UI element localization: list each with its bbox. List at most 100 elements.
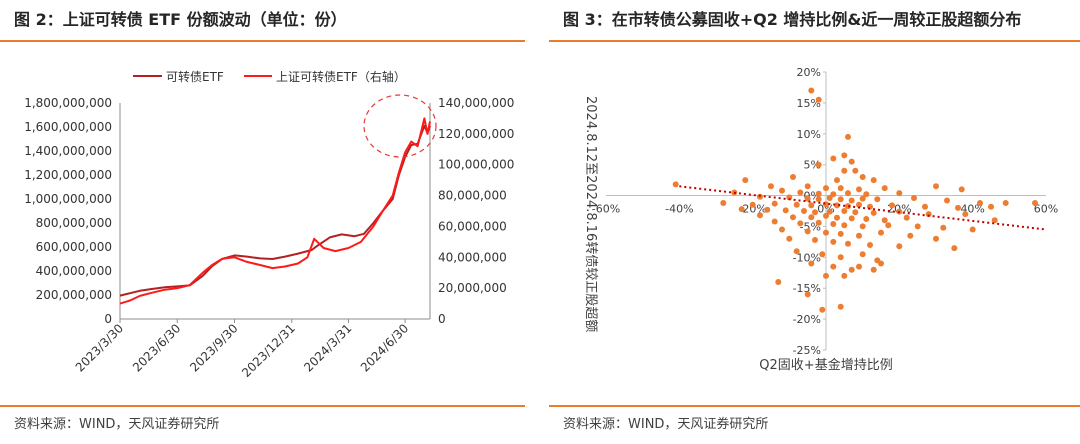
scatter-point (933, 235, 939, 242)
scatter-point (720, 200, 727, 206)
scatter-point (786, 194, 793, 201)
scatter-point (856, 232, 862, 239)
scatter-point (863, 191, 870, 198)
scatter-point (819, 251, 826, 258)
right-y-tick-label: 20,000,000 (438, 281, 507, 295)
scatter-point (797, 220, 804, 227)
scatter-point (859, 174, 866, 180)
scatter-point (837, 185, 844, 192)
series-line-kezhuanzhai-etf (119, 124, 431, 297)
scatter-point (841, 208, 848, 214)
scatter-point (812, 237, 818, 243)
scatter-point (834, 177, 840, 184)
x-tick-label: -40% (665, 203, 693, 216)
x-tick-label: 2023/6/30 (130, 321, 183, 374)
scatter-point (944, 197, 950, 204)
scatter-point (830, 263, 837, 270)
scatter-point (738, 206, 745, 213)
scatter-point (823, 212, 829, 219)
scatter-point (757, 212, 763, 219)
right-y-tick-label: 120,000,000 (438, 127, 514, 141)
x-tick-label: 2024/6/30 (358, 321, 411, 374)
scatter-point (826, 195, 833, 201)
scatter-point (969, 226, 976, 233)
scatter-point (848, 158, 855, 165)
scatter-point (764, 206, 771, 213)
left-y-tick-label: 600,000,000 (36, 240, 112, 254)
y-tick-label: 20% (797, 66, 821, 79)
scatter-point (845, 240, 851, 247)
trend-line (679, 185, 1047, 231)
legend-label-kezhuanzhai-etf: 可转债ETF (166, 69, 224, 84)
left-y-tick-label: 1,600,000,000 (24, 120, 112, 134)
scatter-point (801, 208, 807, 214)
scatter-point (874, 196, 881, 203)
figure-2-source: 资料来源：WIND，天风证券研究所 (14, 417, 220, 432)
scatter-point (804, 183, 811, 190)
scatter-point (790, 174, 796, 180)
scatter-point (940, 224, 947, 231)
scatter-point (768, 183, 774, 190)
scatter-point (991, 217, 998, 224)
scatter-point (951, 245, 958, 252)
scatter-point (771, 200, 778, 207)
scatter-point (1002, 200, 1009, 206)
scatter-point (782, 207, 789, 214)
scatter-point (848, 215, 855, 222)
scatter-point (808, 214, 815, 221)
scatter-point (870, 209, 877, 216)
scatter-point (804, 291, 811, 298)
y-tick-label: -10% (793, 251, 821, 264)
series-line-shangzheng-kezhuanzhai-etf (119, 117, 431, 305)
x-tick-label: 2023/12/31 (239, 321, 298, 380)
scatter-point (819, 306, 826, 313)
scatter-point (856, 186, 862, 193)
scatter-point (786, 235, 793, 242)
scatter-point (841, 222, 848, 229)
scatter-point (870, 266, 877, 273)
scatter-point (815, 96, 822, 103)
scatter-point (804, 195, 811, 202)
scatter-point (830, 238, 837, 245)
scatter-point (863, 216, 870, 222)
scatter-point (933, 183, 939, 190)
scatter-point (962, 211, 969, 218)
left-y-tick-label: 200,000,000 (36, 288, 112, 302)
scatter-point (845, 133, 851, 140)
scatter-point (845, 203, 851, 210)
scatter-point (775, 279, 782, 285)
figure-2-source-rule (0, 405, 525, 407)
y-tick-label: -20% (793, 313, 821, 326)
scatter-point (815, 219, 822, 226)
scatter-point (841, 167, 848, 174)
scatter-point (815, 190, 822, 197)
right-y-tick-label: 100,000,000 (438, 158, 514, 172)
y-axis-title: 2024.8.12至2024.8.16转债较正股超额 (583, 96, 598, 332)
scatter-point (823, 272, 829, 279)
scatter-point (852, 167, 859, 174)
left-y-tick-label: 1,000,000,000 (24, 192, 112, 206)
figure-2-title-rule (0, 40, 525, 42)
scatter-point (797, 189, 804, 196)
left-y-tick-label: 400,000,000 (36, 264, 112, 278)
scatter-point (852, 209, 859, 216)
scatter-point (845, 190, 851, 197)
y-tick-label: 5% (804, 159, 821, 172)
line-chart: 0 200,000,000 400,000,000 600,000,000 800,00… (24, 69, 514, 380)
x-tick-label: 60% (1034, 203, 1058, 216)
y-tick-label: -15% (793, 282, 821, 295)
scatter-point (870, 177, 877, 184)
scatter-point (837, 196, 844, 203)
scatter-point (922, 203, 928, 210)
scatter-point (771, 218, 778, 225)
left-y-tick-label: 1,400,000,000 (24, 144, 112, 158)
scatter-point (955, 204, 961, 211)
scatter-point (808, 260, 815, 267)
scatter-chart: -25%-20%-15%-10%-5%0%5%10%15%20%-60% -40%… (583, 66, 1058, 373)
scatter-point (859, 195, 866, 202)
scatter-point (958, 186, 965, 193)
figure-3-panel: 图 3：在市转债公募固收+Q2 增持比例&近一周较正股超额分布 -25% -20%… (549, 0, 1080, 444)
y-tick-label: -5% (800, 220, 821, 233)
x-tick-label: 2023/9/30 (187, 321, 240, 374)
right-y-tick-label: 40,000,000 (438, 250, 507, 264)
